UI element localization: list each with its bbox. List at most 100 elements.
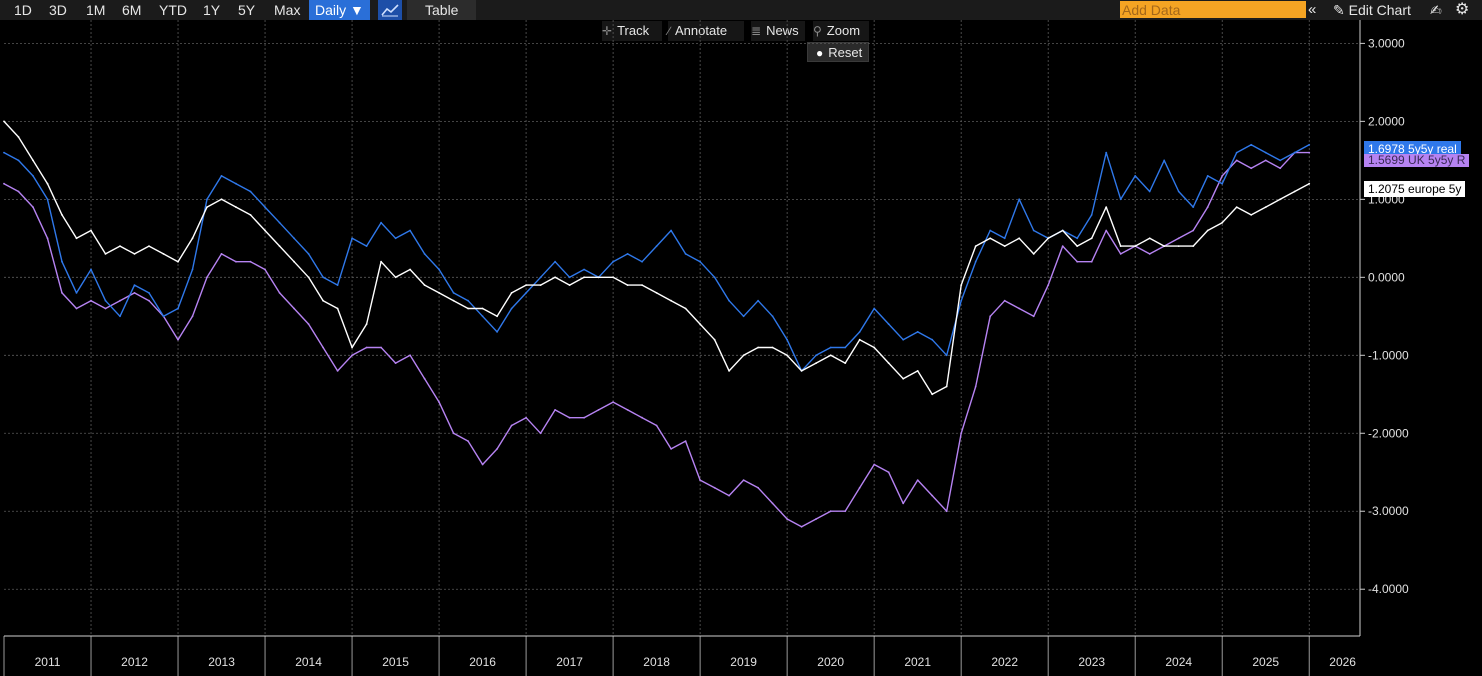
range-5y-button[interactable]: 5Y (238, 2, 256, 18)
x-tick-label: 2011 (35, 655, 61, 669)
data-point (61, 214, 63, 216)
data-point (220, 175, 223, 177)
tag-name: UK 5y5y R (1408, 154, 1466, 167)
data-point (467, 307, 469, 310)
data-point (670, 448, 672, 450)
data-point (1177, 237, 1180, 240)
data-point (481, 307, 484, 310)
data-point (1221, 175, 1224, 177)
data-point (1264, 151, 1267, 154)
x-tick-label: 2024 (1165, 655, 1192, 669)
data-point (670, 229, 672, 232)
data-point (583, 268, 585, 271)
range-3d-button[interactable]: 3D (49, 2, 67, 18)
add-data-input[interactable] (1120, 1, 1306, 18)
data-point (728, 299, 730, 302)
data-point (583, 276, 585, 279)
reset-button[interactable]: ● Reset (807, 42, 869, 62)
data-point (568, 284, 571, 286)
data-point (1250, 143, 1253, 146)
data-point (699, 260, 701, 263)
data-point (1061, 245, 1064, 248)
data-point (902, 338, 905, 341)
data-point (293, 307, 295, 310)
edit-chart-button[interactable]: ✎ Edit Chart (1333, 0, 1411, 20)
data-point (1293, 190, 1296, 193)
x-tick-label: 2023 (1078, 655, 1105, 669)
data-point (1003, 245, 1006, 248)
data-point (887, 471, 890, 474)
range-ytd-button[interactable]: YTD (159, 2, 187, 18)
data-point (220, 198, 223, 201)
x-tick-label: 2016 (469, 655, 496, 669)
data-point (1192, 245, 1195, 248)
news-tool-button[interactable]: ≣ News (751, 21, 805, 41)
data-point (974, 385, 977, 388)
data-point (1076, 260, 1079, 263)
data-point (989, 237, 992, 240)
data-point (423, 377, 426, 380)
track-tool-button[interactable]: ✛ Track (602, 21, 662, 41)
data-point (1206, 206, 1209, 209)
range-1y-button[interactable]: 1Y (203, 2, 221, 18)
data-point (699, 323, 701, 325)
edit-chart-label: Edit Chart (1348, 2, 1411, 18)
data-point (960, 299, 963, 302)
data-point (17, 159, 20, 162)
data-point (539, 276, 542, 279)
data-point (1148, 253, 1151, 255)
range-max-button[interactable]: Max (274, 2, 301, 18)
data-point (438, 292, 440, 294)
data-point (641, 284, 643, 286)
data-point (467, 440, 469, 442)
data-point (945, 385, 948, 388)
data-point (90, 268, 92, 271)
data-point (844, 510, 847, 513)
data-point (873, 346, 876, 349)
range-1m-button[interactable]: 1M (86, 2, 106, 18)
data-point (206, 206, 208, 209)
data-point (438, 401, 440, 403)
data-point (902, 502, 905, 505)
data-point (1221, 182, 1224, 185)
data-point (641, 260, 643, 263)
data-point (1163, 159, 1166, 162)
data-point (249, 260, 252, 263)
annotate-tool-button[interactable]: ∕ Annotate (668, 21, 744, 41)
range-1d-button[interactable]: 1D (14, 2, 32, 18)
data-point (1235, 151, 1238, 154)
data-point (960, 284, 963, 286)
data-point (1076, 245, 1079, 248)
data-point (771, 502, 774, 505)
data-point (945, 510, 948, 513)
data-point (1090, 214, 1093, 216)
data-point (191, 237, 194, 240)
track-label: Track (617, 23, 650, 38)
line-chart-type-button[interactable] (378, 0, 402, 20)
data-point (1264, 206, 1267, 209)
data-point (351, 237, 353, 240)
data-point (1119, 245, 1122, 248)
data-point (1163, 245, 1166, 248)
table-view-button[interactable]: Table (407, 0, 477, 20)
crosshair-icon: ✛ (602, 24, 613, 38)
data-point (1177, 245, 1180, 248)
double-chevron-left-icon[interactable]: « (1308, 1, 1317, 18)
data-point (380, 346, 382, 349)
data-point (336, 307, 339, 310)
data-point (32, 206, 34, 209)
data-point (800, 370, 803, 372)
edit-legend-icon[interactable]: ✍ (1430, 2, 1442, 18)
annotate-icon: ∕ (668, 24, 671, 38)
zoom-tool-button[interactable]: ⚲ Zoom (813, 21, 869, 41)
frequency-dropdown[interactable]: Daily ▼ (309, 0, 370, 20)
tag-value: 1.6978 (1368, 142, 1405, 156)
data-point (177, 307, 179, 310)
gear-icon[interactable]: ⚙ (1455, 1, 1470, 18)
data-point (235, 260, 237, 263)
data-point (873, 307, 876, 310)
range-6m-button[interactable]: 6M (122, 2, 142, 18)
data-point (1177, 190, 1180, 193)
data-point (1061, 229, 1064, 232)
